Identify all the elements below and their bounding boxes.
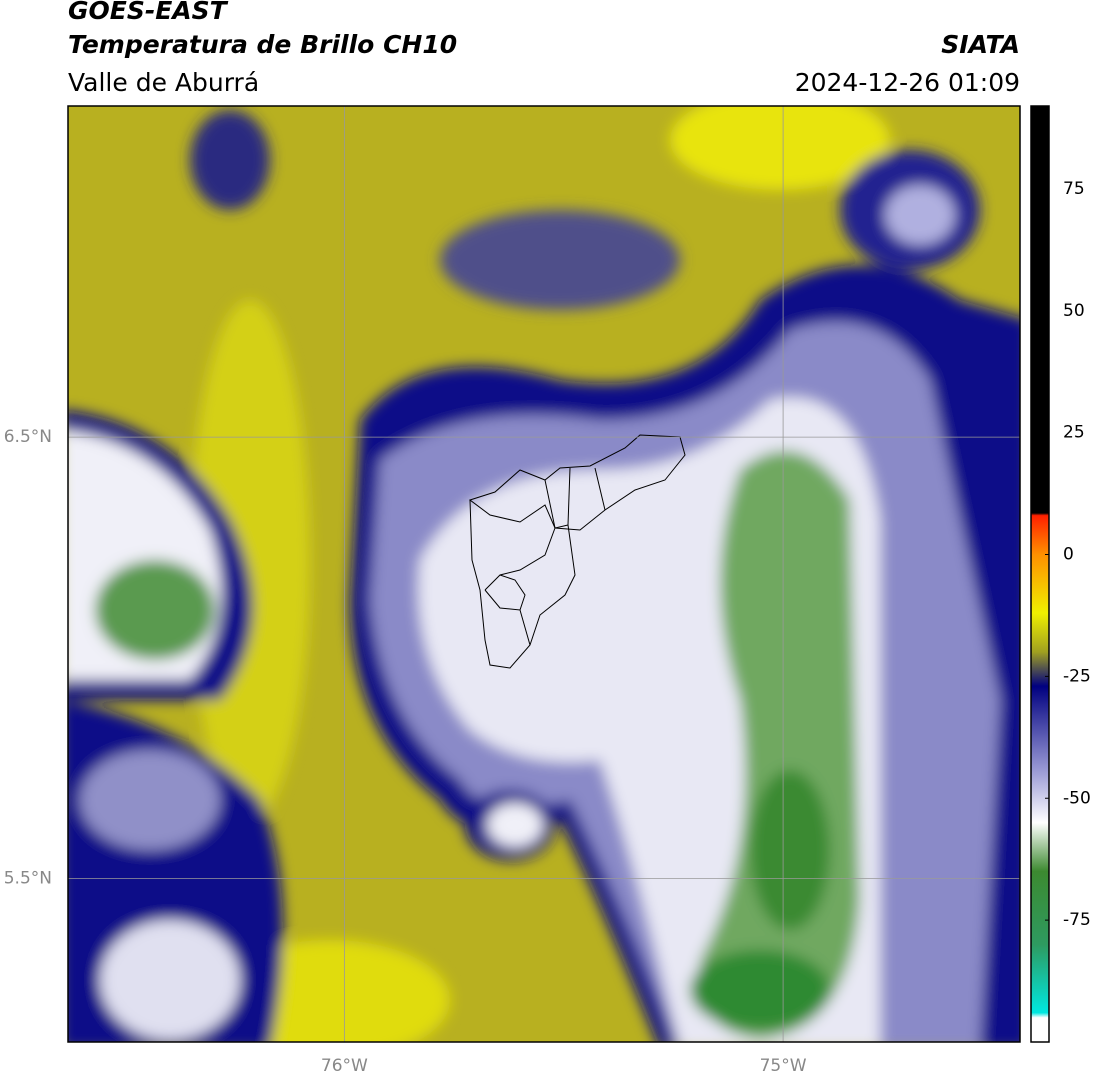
colorbar-tick-label: 50 <box>1063 301 1085 321</box>
municipal-boundaries <box>468 434 686 669</box>
x-tick-label: 75°W <box>760 1056 807 1076</box>
subtitle: Temperatura de Brillo CH10 <box>68 30 457 59</box>
colorbar <box>1030 105 1050 1043</box>
colorbar-tick-label: -50 <box>1063 788 1091 808</box>
map-field <box>68 106 1020 1042</box>
graticule <box>68 106 1020 1042</box>
datetime: 2024-12-26 01:09 <box>795 68 1020 97</box>
source: SIATA <box>941 30 1020 59</box>
colorbar-tick-label: -75 <box>1063 910 1091 930</box>
map-frame <box>67 105 1021 1043</box>
colorbar-tick-label: 25 <box>1063 423 1085 443</box>
y-tick-label: 5.5°N <box>4 869 52 889</box>
colorbar-tick-label: -25 <box>1063 666 1091 686</box>
y-tick-label: 6.5°N <box>4 427 52 447</box>
x-tick-label: 76°W <box>321 1056 368 1076</box>
title: GOES-EAST <box>68 0 229 25</box>
colorbar-tick-label: 75 <box>1063 179 1085 199</box>
region: Valle de Aburrá <box>68 68 259 97</box>
colorbar-tick-label: 0 <box>1063 545 1074 565</box>
